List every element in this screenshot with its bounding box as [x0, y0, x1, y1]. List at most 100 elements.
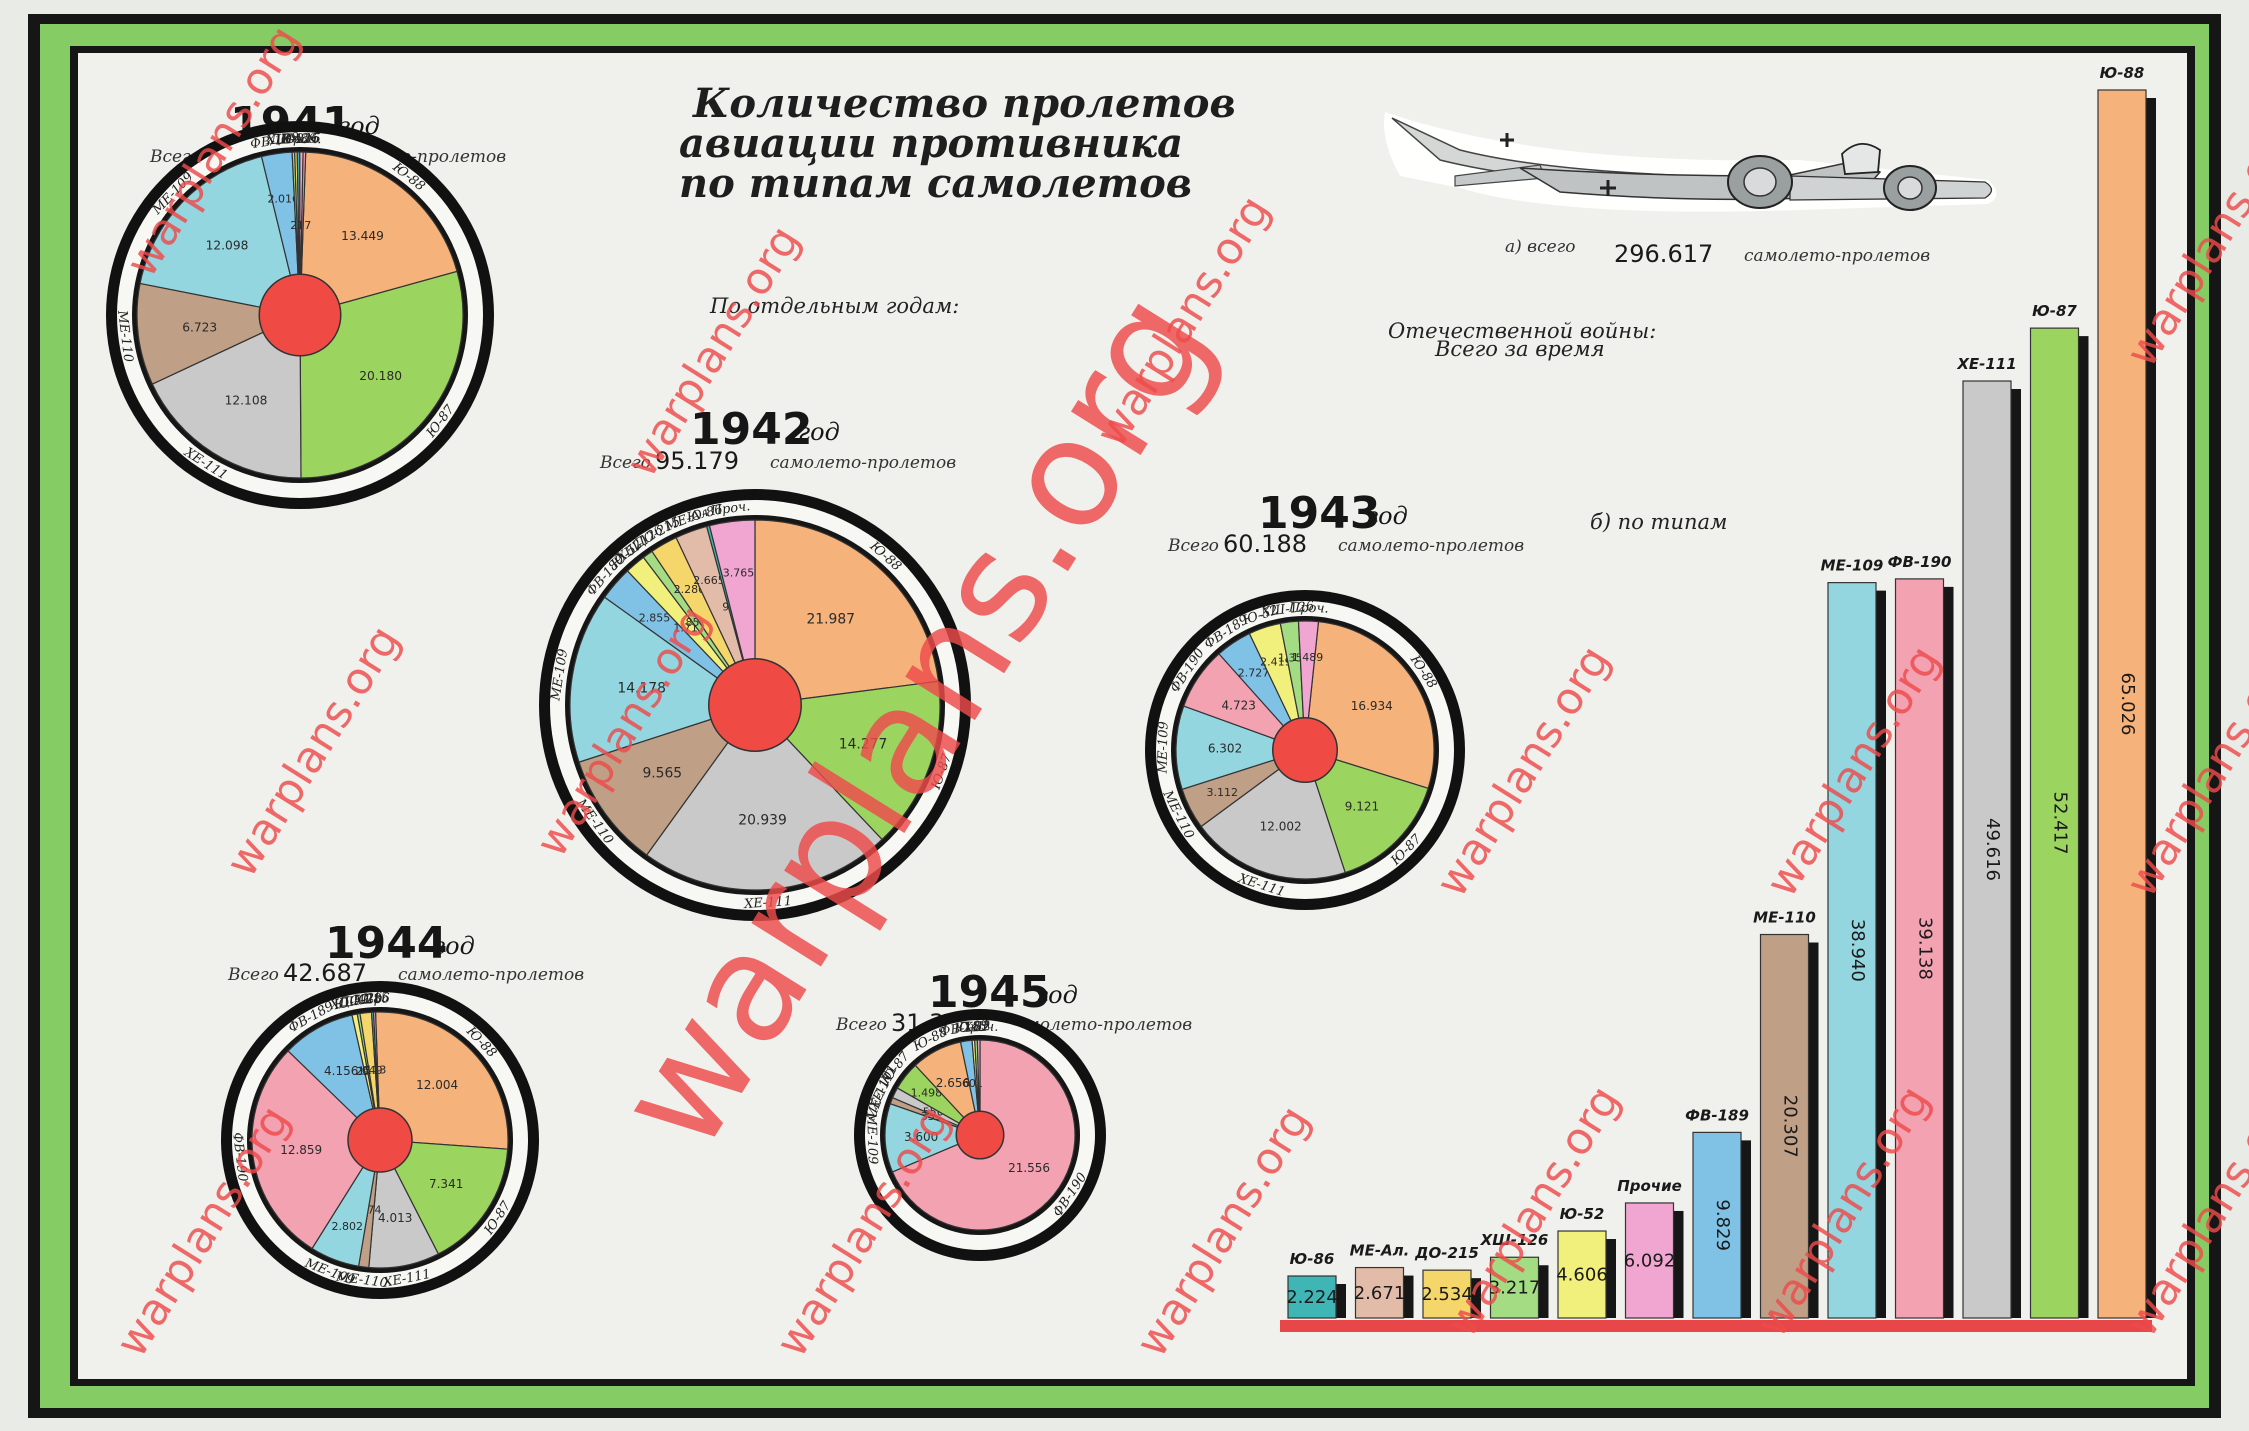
bar-хе-111	[1962, 380, 2012, 1319]
pie-slice-value: 2.665	[693, 574, 725, 587]
bar-value-label: 49.616	[1982, 818, 2003, 881]
bar-category-label: Ю-86	[1290, 1250, 1335, 1268]
pie-slice-value: 4.156	[324, 1064, 358, 1078]
pie-slice-ю-88	[299, 151, 458, 316]
pie-slice-value: 20.939	[738, 812, 787, 828]
pie-slice-value: 16.934	[1351, 699, 1393, 713]
pie-slice-фв-190	[251, 1050, 381, 1250]
bar-фв-189	[1692, 1131, 1742, 1319]
pie-slice-хе-111	[151, 314, 302, 479]
pie-slice-value: 21.987	[806, 612, 855, 628]
pie-type-label-ю-52: Ю-52	[332, 991, 372, 1013]
bar-фв-190	[1894, 578, 1945, 1319]
pie-slice-value: 14.178	[617, 680, 666, 696]
pie-type-label-фв-189: ФВ-189	[249, 130, 300, 152]
pie-type-label-ю-86: Ю-86	[352, 991, 390, 1008]
pie-slice-прочие	[708, 519, 756, 706]
pie-type-label-ю-86: Ю-86	[279, 132, 317, 147]
pie-type-label-прочие: Проч.	[281, 132, 322, 147]
pie-total-label: Всего	[1167, 536, 1219, 556]
pie-chart-1941: 1941годВсего67.200самолето-пролетов13.44…	[106, 98, 506, 509]
pie-year-1944: 1944	[325, 918, 447, 969]
pie-slice-ме-109	[884, 1102, 982, 1173]
pie-slice-ю-87	[378, 1139, 509, 1255]
bar-category-label: ФВ-190	[1888, 553, 1952, 571]
pie-slice-ю-87	[1304, 749, 1429, 874]
airplane-illustration	[1384, 112, 1997, 212]
whole-war-label-2: Отечественной войны:	[1388, 319, 1656, 343]
pie-slice-value: 3.765	[723, 567, 755, 580]
pie-slice-ме-110	[578, 703, 757, 856]
pie-center-hub	[258, 273, 342, 357]
pie-type-label-фв-190: ФВ-190	[229, 1132, 250, 1183]
pie-total-1943: 60.188	[1223, 530, 1307, 558]
pie-slice-ю-88	[374, 1011, 509, 1150]
pie-slice-value: 13.449	[341, 229, 384, 243]
by-years-label: По отдельным годам:	[709, 294, 959, 318]
pie-slice-value: 2.855	[639, 611, 671, 624]
pie-slice-value: 20.180	[359, 369, 402, 383]
bar-value-label: 65.026	[2117, 673, 2138, 736]
bar-value-label: 6.092	[1624, 1250, 1676, 1271]
bar-ю-52	[1557, 1230, 1607, 1319]
pie-slice-value: 7.341	[429, 1177, 463, 1191]
pie-total-unit: самолето-пролетов	[1338, 536, 1524, 556]
pie-total-unit: самолето-пролетов	[1006, 1015, 1192, 1035]
pie-slice-value: 1.489	[1292, 651, 1324, 664]
bar-ме-110	[1759, 933, 1810, 1319]
bar-category-label: МЕ-109	[1821, 557, 1884, 575]
pie-type-label-хш-126: ХШ-126	[265, 131, 320, 148]
title-line-2: авиации противника	[679, 120, 1183, 167]
pie-type-label-ме-109: МЕ-109	[863, 1111, 880, 1164]
pie-slice-value: 2.802	[331, 1220, 363, 1233]
pie-slice-value: 12.108	[225, 394, 268, 408]
bar-category-label: ДО-215	[1414, 1244, 1479, 1262]
pie-slice-value: 4.723	[1222, 698, 1256, 712]
bar-value-label: 9.829	[1712, 1199, 1733, 1251]
bar-value-label: 3.217	[1489, 1278, 1541, 1299]
pie-total-unit: самолето-пролетов	[770, 453, 956, 473]
title-line-3: по типам самолетов	[679, 160, 1192, 207]
pie-type-label-хе-111: ХЕ-111	[743, 894, 793, 912]
pie-type-label-до-215: ДО-215	[337, 990, 390, 1011]
grand-total-unit: самолето-пролетов	[1744, 246, 1930, 266]
pie-slice-value: 12.002	[1260, 819, 1302, 833]
pie-chart-1945: 1945годВсего31.363самолето-пролетов21.55…	[835, 967, 1192, 1261]
bar-value-label: 2.534	[1421, 1284, 1473, 1305]
pie-year-word: год	[433, 932, 475, 960]
pie-slice-value: 6.302	[1208, 742, 1242, 756]
pie-year-1942: 1942	[690, 404, 812, 455]
bar-ме-ал-	[1354, 1266, 1405, 1319]
pie-center-hub	[347, 1107, 413, 1173]
pie-type-label-прочие: Проч.	[958, 1020, 999, 1036]
pie-type-label-фв-189: ФВ-189	[939, 1018, 990, 1040]
pie-slice-value: 6.723	[182, 321, 217, 335]
pie-slice-хе-111	[645, 704, 883, 891]
pie-year-1943: 1943	[1258, 488, 1380, 539]
bar-ме-109	[1827, 582, 1877, 1319]
bar-chart-by-type: Ю-86 2.224 МЕ-Ал. 2.671 ДО-215 2.534 ХШ-126 3.2…	[1280, 64, 2156, 1332]
pie-type-label-ме-109: МЕ-109	[1156, 721, 1172, 774]
bar-category-label: ХШ-126	[1480, 1231, 1549, 1249]
pie-slice-value: 9.121	[1345, 799, 1379, 813]
bar-ю-87	[2029, 327, 2080, 1319]
pie-slice-value: 9.565	[642, 765, 682, 781]
bar-category-label: Ю-87	[2032, 302, 2077, 320]
title-line-1: Количество пролетов	[692, 80, 1236, 127]
pie-total-label: Всего	[599, 453, 651, 473]
pie-year-word: год	[798, 418, 840, 446]
pie-type-label-хш-126: ХШ-126	[1259, 599, 1315, 620]
pie-type-label-ю-52: Ю-52	[953, 1019, 991, 1037]
pie-slice-ю-87	[299, 270, 464, 479]
pie-slice-value: 14.277	[839, 736, 888, 752]
bar-category-label: Ю-88	[2100, 64, 2145, 82]
pie-slice-value: 3.112	[1207, 786, 1239, 799]
pie-slice-value: 2.419	[1260, 656, 1292, 669]
pie-slice-ме-109	[569, 596, 757, 763]
pie-total-unit: самолето-пролетов	[398, 965, 584, 985]
bar-value-label: 2.671	[1354, 1283, 1406, 1304]
